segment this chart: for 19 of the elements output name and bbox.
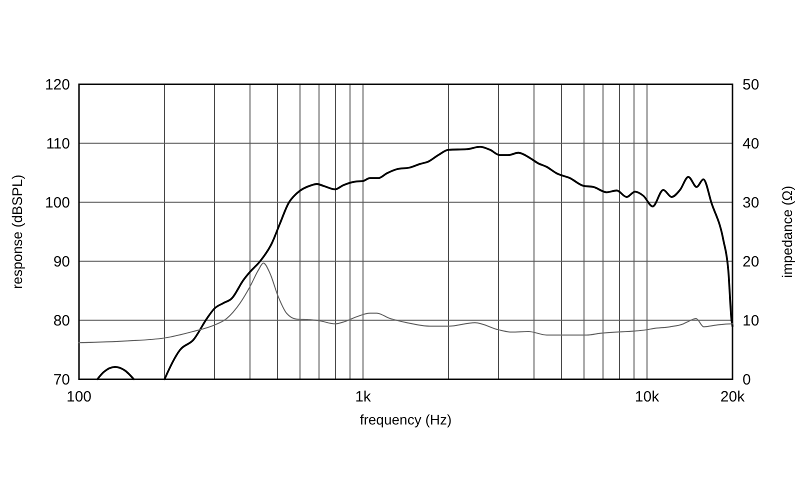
y-tick-label: 90	[53, 253, 70, 270]
y-tick-label: 80	[53, 312, 70, 330]
y-tick-label: 70	[53, 371, 70, 388]
y2-tick-label: 30	[742, 194, 760, 212]
y2-axis-title: impedance (Ω)	[779, 186, 795, 278]
x-tick-label: 100	[66, 388, 92, 406]
y-tick-label: 100	[44, 194, 70, 212]
y2-tick-label: 40	[742, 135, 760, 152]
y2-tick-label: 0	[742, 371, 751, 388]
x-axis-title: frequency (Hz)	[360, 411, 452, 428]
x-tick-label: 1k	[355, 388, 372, 406]
y2-tick-label: 50	[742, 76, 760, 94]
y2-tick-label: 10	[742, 312, 760, 330]
y2-tick-label: 20	[742, 253, 760, 270]
y-tick-label: 110	[46, 135, 70, 152]
x-tick-label: 20k	[720, 388, 746, 406]
y-tick-label: 120	[44, 76, 70, 94]
x-tick-label: 10k	[634, 388, 660, 406]
y-axis-title: response (dBSPL)	[9, 174, 25, 290]
